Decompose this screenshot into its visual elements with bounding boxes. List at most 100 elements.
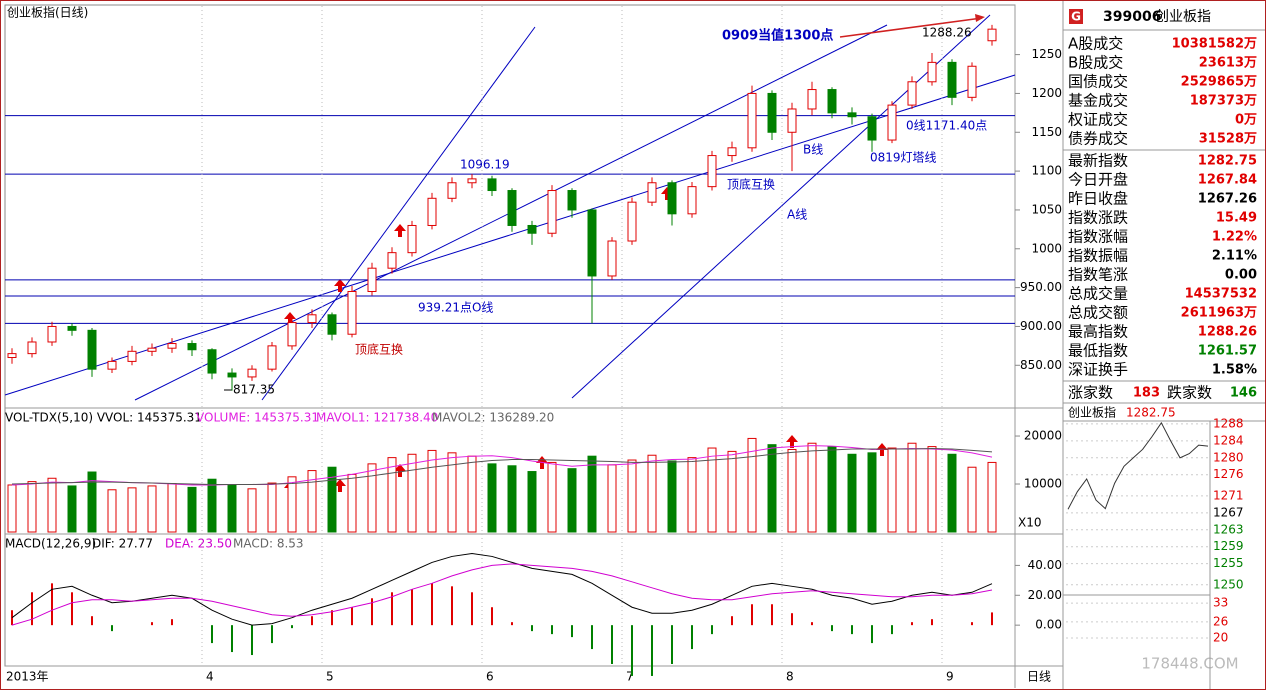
candle-body <box>487 178 497 192</box>
x-tick-label: 4 <box>206 670 214 684</box>
volume-bar <box>527 471 537 533</box>
candle-body <box>367 267 377 292</box>
indicator-header: MACD(12,26,9) <box>5 537 96 551</box>
candle-body <box>327 314 337 335</box>
y-tick-label: 1259 <box>1213 539 1244 553</box>
candle-body <box>127 350 137 362</box>
candle-body <box>507 190 517 226</box>
y-tick-label: 1255 <box>1213 556 1244 570</box>
indicator-line <box>11 448 993 485</box>
candle-body <box>747 92 757 149</box>
volume-bar <box>947 453 957 533</box>
indicator-legend: DIF: 27.77 <box>92 537 153 551</box>
period-label: 日线 <box>1027 670 1051 684</box>
quote-value: 2529865万 <box>1181 75 1257 90</box>
volume-bar <box>447 452 457 533</box>
candle-body <box>607 240 617 277</box>
quote-value: 1267.26 <box>1198 192 1257 207</box>
quote-label: 指数涨跌 <box>1068 209 1128 227</box>
quote-value: 23613万 <box>1199 56 1257 71</box>
quote-value: 0.00 <box>1225 268 1257 283</box>
candle-body <box>727 147 737 157</box>
candle-body <box>807 89 817 110</box>
volume-bar <box>107 489 117 533</box>
indicator-legend: MAVOL2: 136289.20 <box>432 411 554 425</box>
volume-bar <box>127 487 137 533</box>
indicator-legend: MAVOL1: 121738.40 <box>316 411 438 425</box>
candle-body <box>847 112 857 118</box>
volume-bar <box>867 452 877 533</box>
y-tick-label: 40.00 <box>1028 558 1062 572</box>
quote-value: 2611963万 <box>1181 306 1257 321</box>
volume-bar <box>847 453 857 533</box>
candle-body <box>827 89 837 114</box>
x-tick-label: 2013年 <box>6 670 49 684</box>
indicator-line <box>11 552 993 626</box>
volume-bar <box>467 455 477 533</box>
candle-body <box>627 201 637 242</box>
candle-body <box>207 349 217 374</box>
quote-label: 昨日收盘 <box>1068 190 1128 208</box>
candle-body <box>7 353 17 359</box>
quote-label: 基金成交 <box>1068 92 1128 110</box>
annotation: 0线1171.40点 <box>906 119 987 133</box>
volume-bar <box>507 465 517 533</box>
indicator-legend: VOLUME: 145375.31 <box>196 411 319 425</box>
chart-title: 创业板指(日线) <box>7 5 88 20</box>
advance-count: 183 <box>1133 386 1160 401</box>
volume-bar <box>407 453 417 533</box>
quote-value: 1261.57 <box>1198 344 1257 359</box>
quote-value: 1.22% <box>1212 230 1257 245</box>
volume-bar <box>267 482 277 533</box>
advance-label: 涨家数 <box>1068 384 1113 402</box>
quote-value: 187373万 <box>1190 94 1257 109</box>
quote-label: 最新指数 <box>1068 152 1128 170</box>
candle-body <box>527 224 537 234</box>
scale-note: X10 <box>1018 516 1042 530</box>
market-icon-text: G <box>1071 10 1081 24</box>
trend-line <box>571 14 991 399</box>
decline-count: 146 <box>1230 386 1257 401</box>
volume-bar <box>247 488 257 533</box>
y-tick-label: 20.00 <box>1028 588 1062 602</box>
volume-bar <box>627 459 637 533</box>
candle-body <box>567 190 577 211</box>
volume-bar <box>907 442 917 533</box>
volume-bar <box>147 485 157 533</box>
candle-body <box>87 329 97 370</box>
volume-bar <box>87 471 97 533</box>
volume-bar <box>47 477 57 533</box>
candle-body <box>967 65 977 98</box>
volume-bar <box>827 446 837 533</box>
candle-body <box>767 92 777 133</box>
volume-bar <box>227 484 237 533</box>
candle-body <box>387 252 397 269</box>
candle-body <box>147 347 157 352</box>
volume-bar <box>607 464 617 533</box>
security-code: 399006 <box>1103 9 1161 25</box>
mini-last: 1282.75 <box>1126 406 1176 420</box>
quote-label: 指数涨幅 <box>1068 228 1128 246</box>
volume-bar <box>987 461 997 533</box>
quote-value: 31528万 <box>1199 132 1257 147</box>
candle-body <box>187 343 197 351</box>
candle-body <box>687 186 697 215</box>
mini-title: 创业板指 <box>1068 405 1116 420</box>
volume-bar <box>27 481 37 533</box>
annotation: B线 <box>803 143 823 157</box>
watermark: 178448.COM <box>1141 655 1238 673</box>
candle-body <box>427 197 437 226</box>
candle-body <box>267 345 277 370</box>
volume-bar <box>187 486 197 533</box>
candle-body <box>647 182 657 203</box>
annotation: 817.35 <box>233 383 275 397</box>
quote-label: 指数笔涨 <box>1068 266 1128 284</box>
indicator-line <box>11 445 993 486</box>
y-tick-label: 1288 <box>1213 416 1244 430</box>
candle-body <box>947 61 957 98</box>
y-tick-label: 1200 <box>1031 86 1062 100</box>
x-tick-label: 6 <box>486 670 494 684</box>
volume-bar <box>427 449 437 533</box>
security-name: 创业板指 <box>1155 9 1211 25</box>
candle-body <box>587 209 597 277</box>
